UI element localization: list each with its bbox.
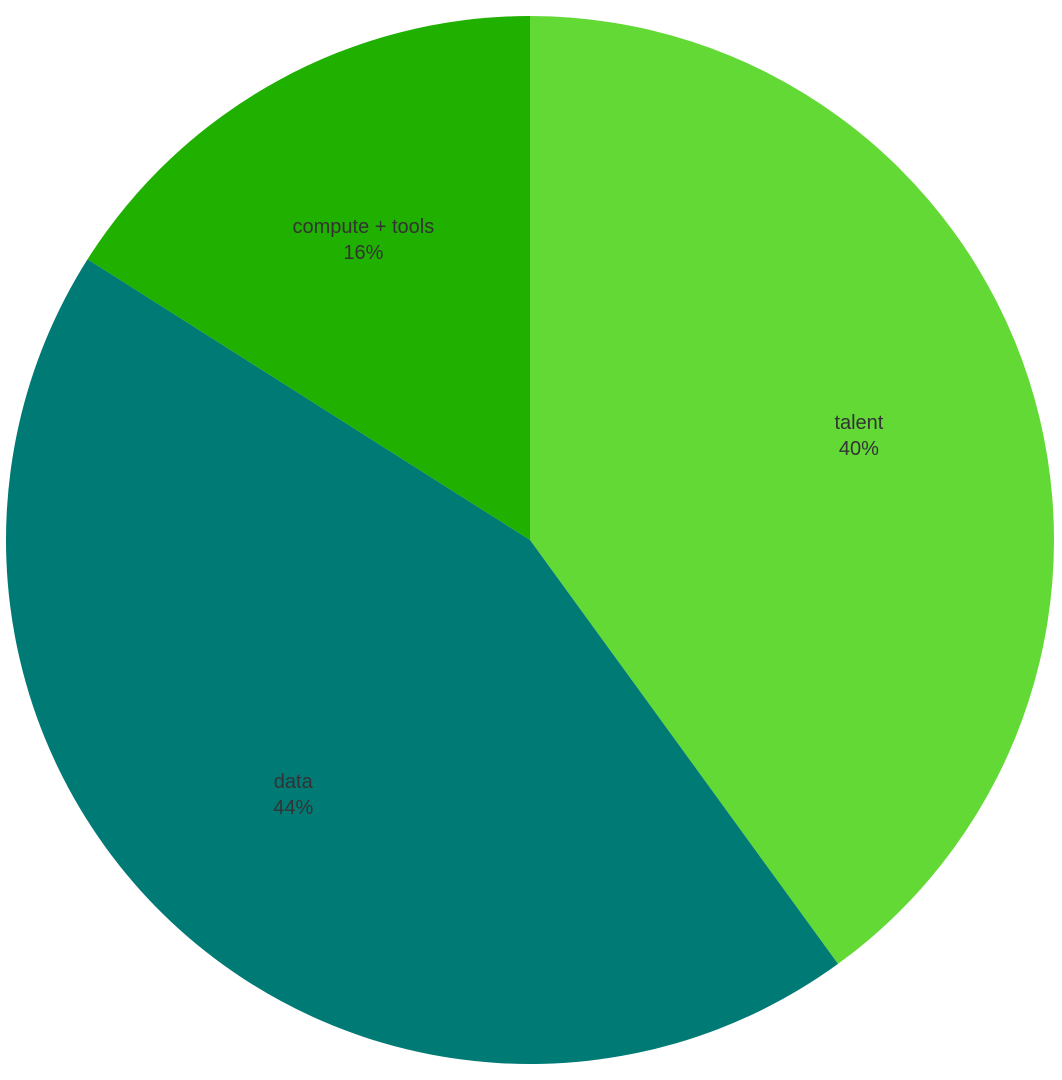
pie-slices bbox=[5, 16, 1055, 1065]
slice-name-label: compute + tools bbox=[293, 216, 435, 238]
pie-labels: talent 40% data 44% compute + tools 16% bbox=[273, 216, 884, 819]
pie-slice-data bbox=[5, 259, 838, 1065]
slice-name-label: talent bbox=[834, 412, 883, 434]
slice-value-label: 16% bbox=[343, 242, 383, 264]
pie-slice-compute-tools bbox=[87, 16, 530, 540]
slice-value-label: 40% bbox=[839, 438, 879, 460]
slice-value-label: 44% bbox=[273, 797, 313, 819]
slice-name-label: data bbox=[274, 771, 314, 793]
pie-slice-talent bbox=[530, 16, 1055, 964]
